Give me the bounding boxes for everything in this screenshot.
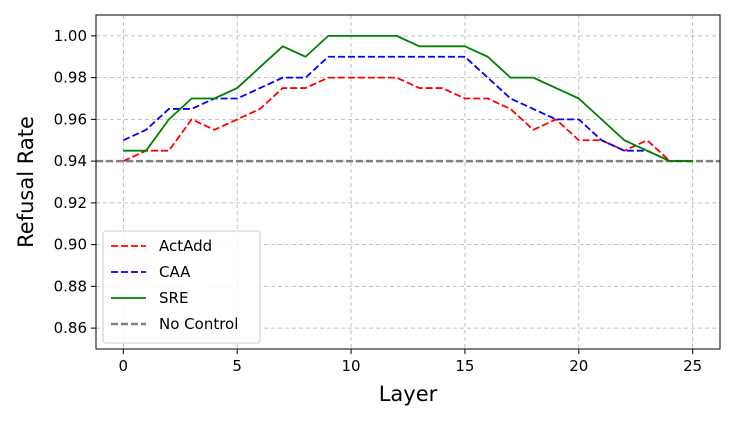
legend-label-actadd: ActAdd	[159, 237, 212, 255]
x-axis-ticks: 0 5 10 15 20 25	[119, 349, 702, 375]
y-tick-label: 0.90	[54, 236, 87, 254]
y-tick-label: 0.96	[54, 110, 87, 128]
y-axis-label: Refusal Rate	[14, 116, 38, 248]
series-lines	[122, 34, 693, 163]
x-tick-label: 25	[683, 357, 702, 375]
y-tick-label: 0.88	[54, 277, 87, 295]
legend-label-caa: CAA	[159, 263, 191, 281]
legend-label-no-control: No Control	[159, 315, 238, 333]
plot-frame	[95, 14, 721, 350]
x-tick-label: 0	[119, 357, 129, 375]
y-axis-ticks: 0.86 0.88 0.90 0.92 0.94 0.96 0.98 1.00	[54, 27, 96, 337]
y-tick-label: 0.94	[54, 152, 87, 170]
x-tick-label: 10	[342, 357, 361, 375]
x-axis-label: Layer	[379, 382, 438, 406]
series-line-actadd	[122, 76, 693, 163]
x-tick-label: 20	[569, 357, 588, 375]
legend: ActAdd CAA SRE No Control	[102, 230, 261, 344]
y-tick-label: 0.92	[54, 194, 87, 212]
series-line-sre	[123, 34, 693, 163]
legend-label-sre: SRE	[159, 289, 188, 307]
legend-box	[102, 230, 261, 344]
x-tick-label: 15	[455, 357, 474, 375]
y-tick-label: 1.00	[54, 27, 87, 45]
series-line-caa	[122, 55, 693, 163]
y-tick-label: 0.98	[54, 69, 87, 87]
x-tick-label: 5	[232, 357, 242, 375]
y-tick-label: 0.86	[54, 319, 87, 337]
